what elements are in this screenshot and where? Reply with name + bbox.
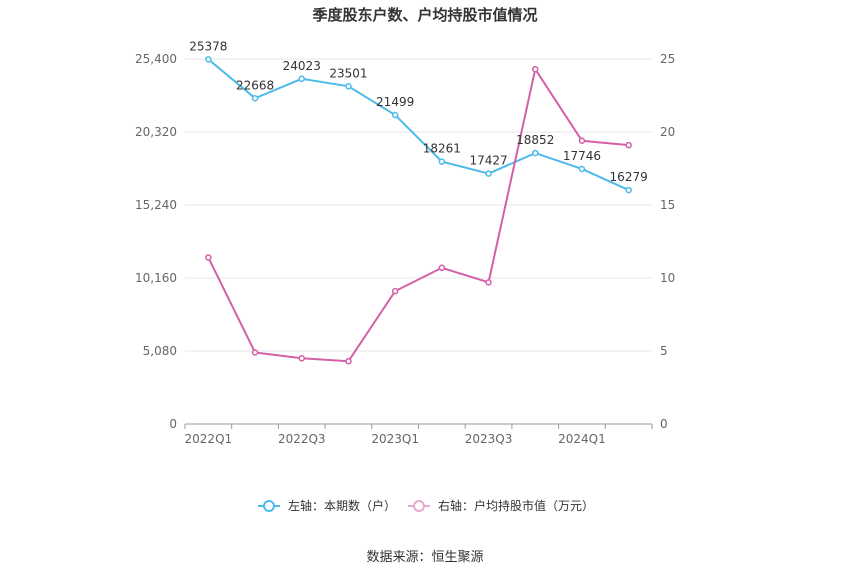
axes: 0 5,080 10,160 15,240 20,320 25,400 0 5 10 15 20 25… [135, 52, 675, 446]
x-tick-label: 2024Q1 [558, 432, 606, 446]
data-label: 22668 [236, 78, 274, 92]
y-right-tick-label: 20 [660, 125, 675, 139]
point-avg-value [438, 264, 446, 272]
data-label: 21499 [376, 95, 414, 109]
x-tick-label: 2022Q3 [278, 432, 326, 446]
legend-left-marker [263, 500, 275, 512]
point-avg-value [345, 357, 352, 365]
legend-right-label: 右轴：户均持股市值（万元） [438, 498, 594, 513]
y-right-tick-label: 10 [660, 271, 675, 285]
series-line-holders [207, 58, 630, 191]
point-holders [578, 165, 586, 173]
data-source: 数据来源：恒生聚源 [366, 550, 484, 565]
point-avg-value [298, 355, 305, 362]
y-left-tick-label: 10,160 [135, 271, 177, 285]
x-tick-label: 2023Q1 [371, 432, 419, 446]
y-right-tick-label: 5 [660, 344, 668, 358]
point-holders [205, 56, 212, 63]
data-labels: 25378 22668 24023 23501 21499 18261 17427 18852… [189, 39, 647, 184]
point-avg-value [578, 137, 586, 145]
series-lines [205, 56, 632, 365]
point-holders [251, 95, 259, 102]
y-right-tick-label: 25 [660, 52, 675, 66]
legend-item-left[interactable]: 左轴：本期数（户） [258, 498, 396, 513]
legend-item-right[interactable]: 右轴：户均持股市值（万元） [408, 498, 594, 513]
point-holders [625, 186, 632, 194]
data-label: 16279 [610, 170, 648, 184]
legend-left-label: 左轴：本期数（户） [288, 498, 396, 513]
point-avg-value [485, 279, 492, 286]
point-avg-value [391, 287, 399, 295]
point-holders [345, 83, 352, 90]
x-tick-label: 2022Q1 [185, 432, 233, 446]
point-holders [485, 170, 492, 177]
y-right-tick-label: 15 [660, 198, 675, 212]
data-label: 24023 [283, 59, 321, 73]
grid-lines [185, 58, 652, 352]
point-avg-value [205, 254, 212, 261]
y-right-tick-label: 0 [660, 417, 668, 431]
data-label: 25378 [189, 39, 227, 53]
point-avg-value [532, 65, 539, 73]
series-line-avg-value [207, 66, 629, 363]
chart-title: 季度股东户数、户均持股市值情况 [312, 6, 538, 24]
data-label: 17746 [563, 149, 601, 163]
data-label: 18852 [516, 133, 554, 147]
x-tick-label: 2023Q3 [465, 432, 513, 446]
data-label: 18261 [423, 142, 461, 156]
data-label: 17427 [469, 154, 507, 168]
data-label: 23501 [329, 66, 367, 80]
point-avg-value [625, 141, 632, 149]
point-holders [298, 75, 305, 83]
legend[interactable]: 左轴：本期数（户） 右轴：户均持股市值（万元） [258, 498, 594, 513]
y-left-tick-label: 0 [169, 417, 177, 431]
point-holders [438, 158, 446, 165]
point-avg-value [251, 349, 259, 356]
y-left-tick-label: 5,080 [143, 344, 177, 358]
y-left-tick-label: 20,320 [135, 125, 177, 139]
y-left-tick-label: 25,400 [135, 52, 177, 66]
point-holders [532, 149, 539, 157]
legend-right-marker [413, 500, 425, 512]
y-left-tick-label: 15,240 [135, 198, 177, 212]
point-holders [391, 111, 399, 119]
